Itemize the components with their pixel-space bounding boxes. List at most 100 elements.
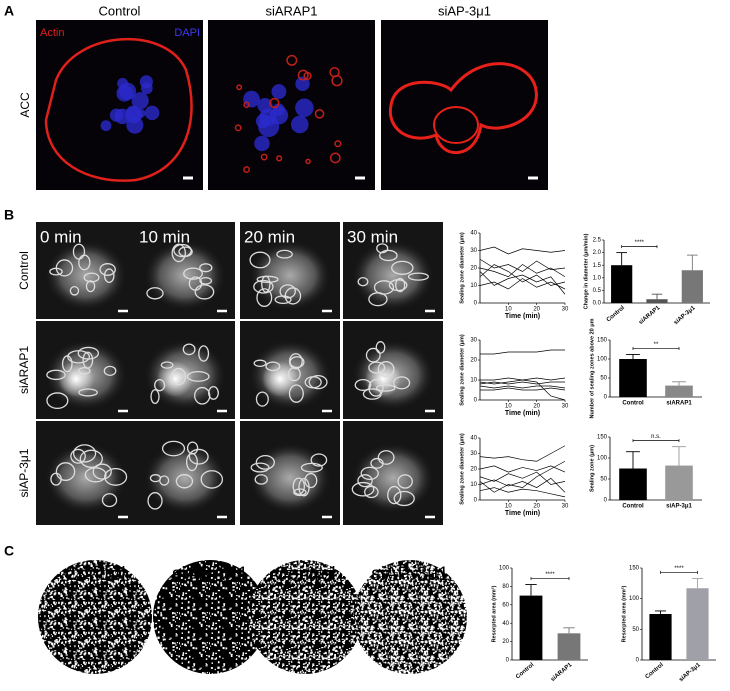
sealing-zone [79, 449, 103, 468]
sealing-zone [288, 353, 303, 370]
actin-ring [260, 153, 268, 161]
x-tick-label: siARAP1 [638, 305, 662, 326]
y-tick-label: 0 [636, 658, 640, 664]
bar [686, 588, 709, 660]
y-tick-label: 40 [470, 231, 477, 237]
y-tick-label: 10 [470, 482, 477, 488]
actin-ring [44, 38, 193, 182]
sealing-zone [276, 249, 293, 259]
sealing-zone [103, 268, 115, 284]
sealing-zone [78, 388, 98, 397]
nucleus [243, 90, 260, 108]
y-tick-label: 150 [597, 338, 608, 344]
x-tick-label: Control [606, 305, 626, 324]
sealing-zone [397, 474, 413, 489]
y-tick-label: 0 [604, 395, 608, 401]
y-axis-label: Sealing zone diameter (μm) [459, 232, 465, 304]
stain-label: DAPI [174, 27, 200, 39]
dish [38, 560, 152, 674]
y-tick-label: 30 [470, 248, 477, 254]
y-axis-label: Sealing zone diameter (μm) [459, 433, 465, 505]
actin-ring [234, 124, 242, 132]
actin-ring [331, 75, 343, 87]
y-tick-label: 0 [506, 658, 510, 664]
y-tick-label: 20 [470, 358, 477, 364]
bar [619, 468, 647, 500]
sealing-zone [365, 347, 381, 363]
sealing-zone [292, 477, 305, 495]
y-tick-label: 20 [470, 467, 477, 473]
y-tick-label: 40 [470, 436, 477, 442]
sealing-zone [46, 392, 69, 410]
x-tick-label: 20 [533, 504, 540, 510]
cell [248, 442, 332, 514]
sealing-zone [393, 376, 411, 390]
y-tick-label: 30 [470, 338, 477, 344]
sealing-zone [393, 490, 415, 507]
sealing-zone [250, 462, 270, 473]
time-label: 20 min [244, 227, 295, 246]
series-line [479, 264, 566, 286]
y-tick-label: 0 [604, 498, 608, 504]
y-tick-label: 100 [499, 566, 510, 572]
actin-ring [329, 152, 341, 164]
row-label: siARAP1 [17, 346, 31, 394]
sealing-zone [92, 463, 112, 480]
actin-ring [286, 54, 298, 66]
nucleus [290, 115, 309, 134]
sealing-zone [198, 345, 210, 362]
x-tick-label: siAP-3μ1 [678, 662, 702, 684]
dish-label: siAP-3μ1 [371, 564, 448, 585]
dish [153, 560, 267, 674]
sealing-zone [261, 275, 271, 293]
cell-glow [365, 361, 401, 397]
column-header: siAP-3μ1 [438, 3, 491, 18]
y-tick-label: 10 [470, 378, 477, 384]
series-line [479, 379, 566, 401]
y-tick-label: 150 [629, 566, 640, 572]
sealing-zone [55, 259, 74, 277]
micrograph [36, 20, 203, 190]
sealing-zone [351, 481, 375, 497]
panel-label: C [4, 543, 14, 559]
sealing-zone [194, 284, 215, 300]
y-tick-label: 80 [502, 584, 509, 590]
x-axis-label: Time (min) [505, 510, 540, 517]
sealing-zone [171, 243, 186, 263]
sealing-zone [368, 378, 384, 397]
time-label: 0 min [40, 227, 82, 246]
y-tick-label: 100 [597, 456, 608, 462]
series-line [479, 271, 566, 295]
y-tick-label: 0.0 [593, 301, 602, 307]
nucleus [144, 105, 160, 121]
x-tick-label: 30 [562, 307, 569, 313]
sealing-zone [183, 267, 203, 280]
actin-ring [243, 166, 250, 173]
x-tick-label: 30 [562, 504, 569, 510]
sealing-zone [186, 452, 198, 472]
x-tick-label: 30 [562, 404, 569, 410]
sealing-zone [160, 361, 174, 369]
sealing-zone [357, 277, 369, 287]
x-tick-label: 10 [505, 307, 512, 313]
sealing-zone [298, 478, 310, 497]
y-tick-label: 40 [502, 621, 509, 627]
x-tick-label: Control [622, 401, 644, 407]
sealing-zone [146, 287, 164, 300]
y-tick-label: 100 [597, 357, 608, 363]
sealing-zone [69, 285, 80, 296]
dish [248, 560, 362, 674]
significance-label: n.s. [651, 434, 661, 440]
panel-label: A [4, 3, 14, 19]
actin-ring [334, 140, 342, 148]
sealing-zone [255, 454, 275, 470]
bar [619, 359, 647, 397]
sealing-zone [377, 361, 395, 378]
sealing-zone [310, 453, 328, 467]
x-tick-label: siAP-3μ1 [666, 504, 692, 510]
y-tick-label: 50 [600, 477, 607, 483]
nucleus [118, 82, 137, 100]
x-tick-label: siAP-3μ1 [673, 305, 697, 327]
sealing-zone [182, 343, 196, 356]
